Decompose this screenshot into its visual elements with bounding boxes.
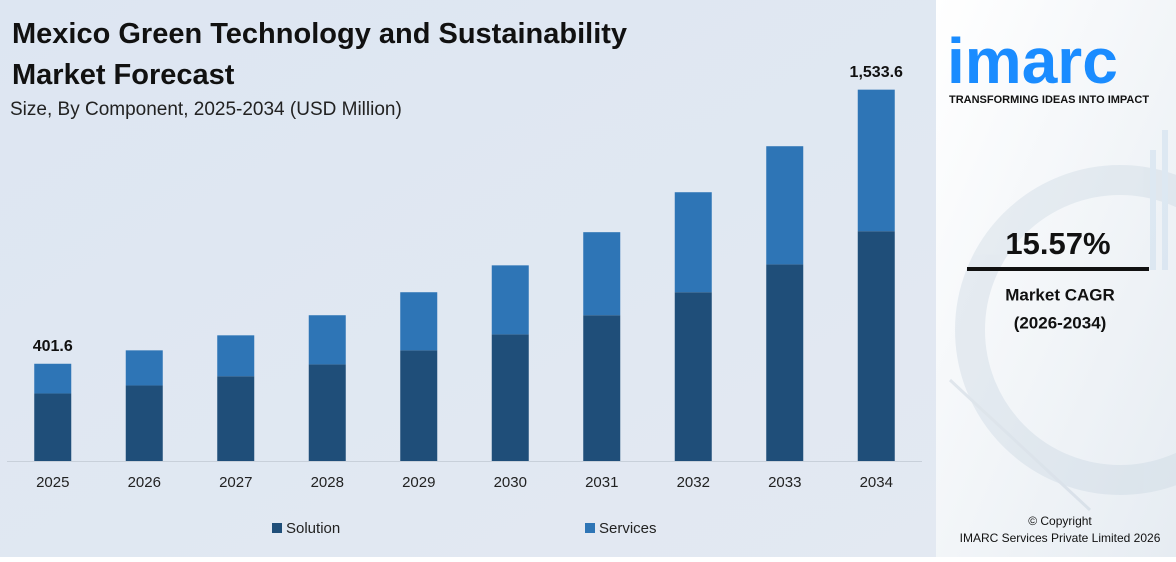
chart-subtitle: Size, By Component, 2025-2034 (USD Milli… — [10, 99, 402, 120]
x-tick-label: 2029 — [402, 474, 435, 491]
bar-segment — [217, 335, 255, 377]
bar-segment — [400, 350, 438, 461]
bar-segment — [766, 146, 804, 265]
x-tick-label: 2033 — [768, 474, 801, 491]
bar-segment — [674, 192, 712, 293]
bar-segment — [674, 292, 712, 461]
bar-segment — [491, 334, 529, 461]
bar-segment — [400, 292, 438, 351]
x-tick-label: 2031 — [585, 474, 618, 491]
tagline: TRANSFORMING IDEAS INTO IMPACT — [949, 94, 1149, 106]
x-tick-label: 2026 — [128, 474, 161, 491]
total-label: 401.6 — [33, 338, 73, 355]
bar-segment — [34, 393, 72, 461]
bar-segment — [217, 376, 255, 461]
legend-swatch — [272, 523, 282, 533]
bar-segment — [857, 89, 895, 232]
cagr-label: Market CAGR — [1005, 285, 1115, 304]
chart-title: Mexico Green Technology and Sustainabili… — [12, 18, 627, 91]
bar-segment — [583, 315, 621, 461]
sidebar-background — [936, 0, 1176, 557]
company: IMARC Services Private Limited 2026 — [960, 531, 1161, 545]
x-tick-label: 2034 — [860, 474, 893, 491]
total-label: 1,533.6 — [850, 64, 903, 81]
bar-segment — [583, 232, 621, 316]
logo: imarc — [947, 25, 1118, 97]
sidebar-decoration — [948, 130, 1176, 512]
bar-segment — [491, 265, 529, 335]
cagr-period: (2026-2034) — [1014, 313, 1107, 332]
bar-segment — [308, 364, 346, 461]
copyright: © Copyright — [1028, 514, 1092, 528]
legend-label: Solution — [286, 520, 340, 537]
x-tick-label: 2025 — [36, 474, 69, 491]
bar-segment — [125, 385, 163, 461]
bar-segment — [34, 363, 72, 394]
legend-label: Services — [599, 520, 657, 537]
bar-segment — [857, 231, 895, 461]
x-tick-label: 2032 — [677, 474, 710, 491]
x-tick-label: 2028 — [311, 474, 344, 491]
x-tick-label: 2027 — [219, 474, 252, 491]
legend-swatch — [585, 523, 595, 533]
cagr-value: 15.57% — [1005, 226, 1110, 261]
bar-segment — [125, 350, 163, 386]
bar-segment — [308, 315, 346, 365]
bar-segment — [766, 264, 804, 461]
x-tick-label: 2030 — [494, 474, 527, 491]
